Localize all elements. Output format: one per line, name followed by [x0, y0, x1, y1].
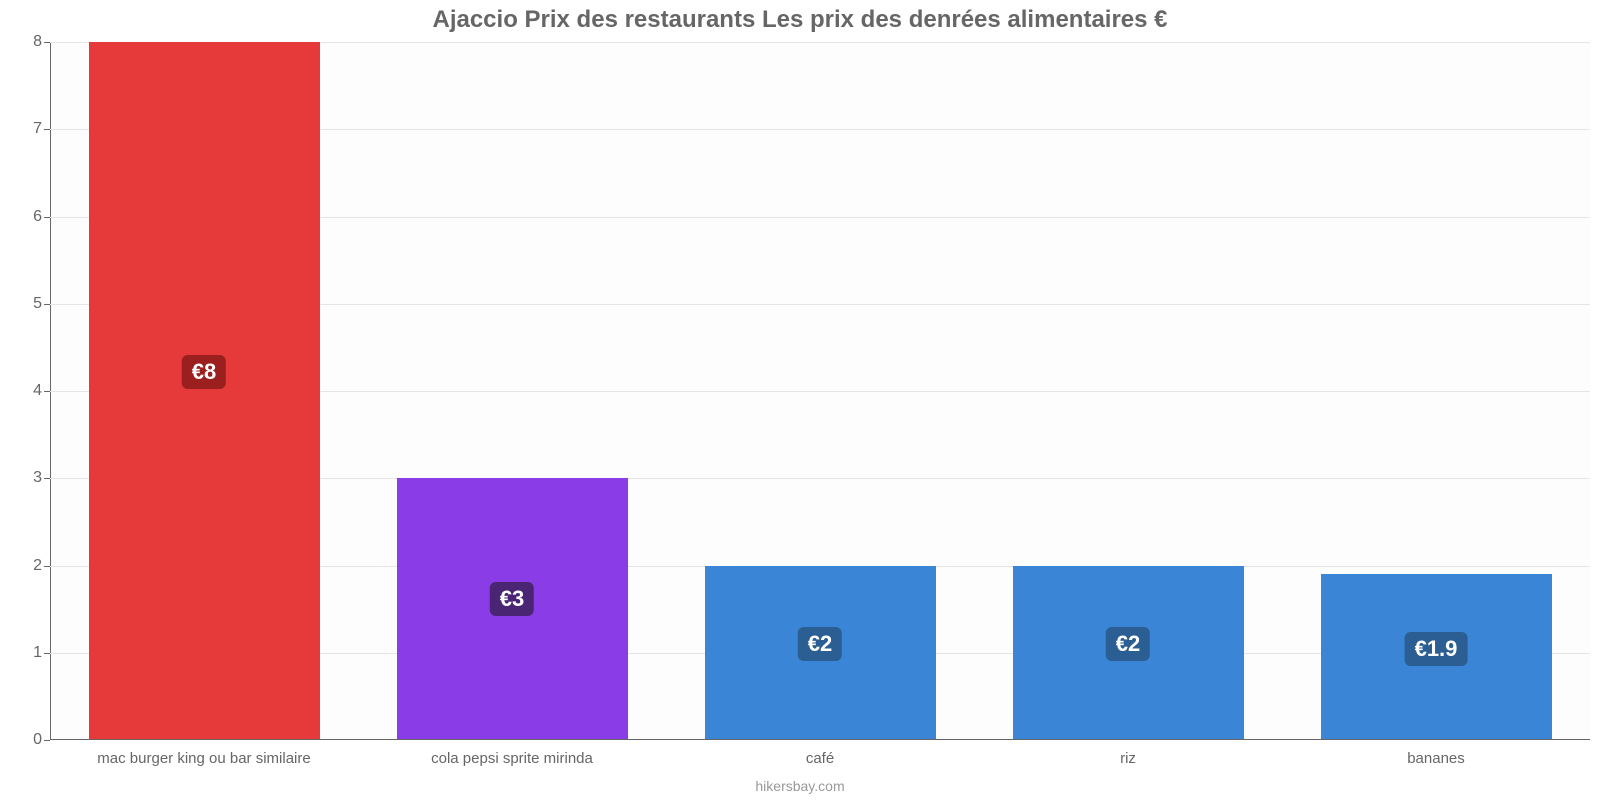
x-category-label: cola pepsi sprite mirinda — [431, 750, 593, 767]
y-tick-label: 3 — [33, 469, 42, 487]
chart-credit: hikersbay.com — [0, 778, 1600, 794]
y-tick-mark — [44, 740, 50, 741]
y-tick-label: 2 — [33, 557, 42, 575]
y-tick-label: 0 — [33, 731, 42, 749]
x-category-label: bananes — [1407, 750, 1465, 767]
bar: €1.9 — [1321, 574, 1552, 740]
bar-value-label: €8 — [182, 355, 226, 389]
y-tick-label: 4 — [33, 382, 42, 400]
x-category-label: café — [806, 750, 834, 767]
bars-layer: €8 €3 €2 €2 €1.9 — [50, 42, 1590, 740]
y-tick-label: 7 — [33, 120, 42, 138]
bar-value-label: €3 — [490, 582, 534, 616]
y-tick-label: 1 — [33, 644, 42, 662]
chart-title: Ajaccio Prix des restaurants Les prix de… — [0, 6, 1600, 34]
x-axis-baseline — [50, 739, 1590, 740]
bar-value-label: €1.9 — [1405, 632, 1468, 666]
bar: €2 — [1013, 566, 1244, 741]
bar: €2 — [705, 566, 936, 741]
x-category-label: mac burger king ou bar similaire — [97, 750, 310, 767]
bar-value-label: €2 — [798, 627, 842, 661]
bar: €3 — [397, 478, 628, 740]
bar: €8 — [89, 42, 320, 740]
y-tick-label: 5 — [33, 295, 42, 313]
plot-area: 012345678 €8€3€2€2€1.9 mac burger king o… — [50, 42, 1590, 740]
chart-container: Ajaccio Prix des restaurants Les prix de… — [0, 0, 1600, 800]
x-category-label: riz — [1120, 750, 1136, 767]
bar-value-label: €2 — [1106, 627, 1150, 661]
y-tick-label: 6 — [33, 208, 42, 226]
y-tick-label: 8 — [33, 33, 42, 51]
